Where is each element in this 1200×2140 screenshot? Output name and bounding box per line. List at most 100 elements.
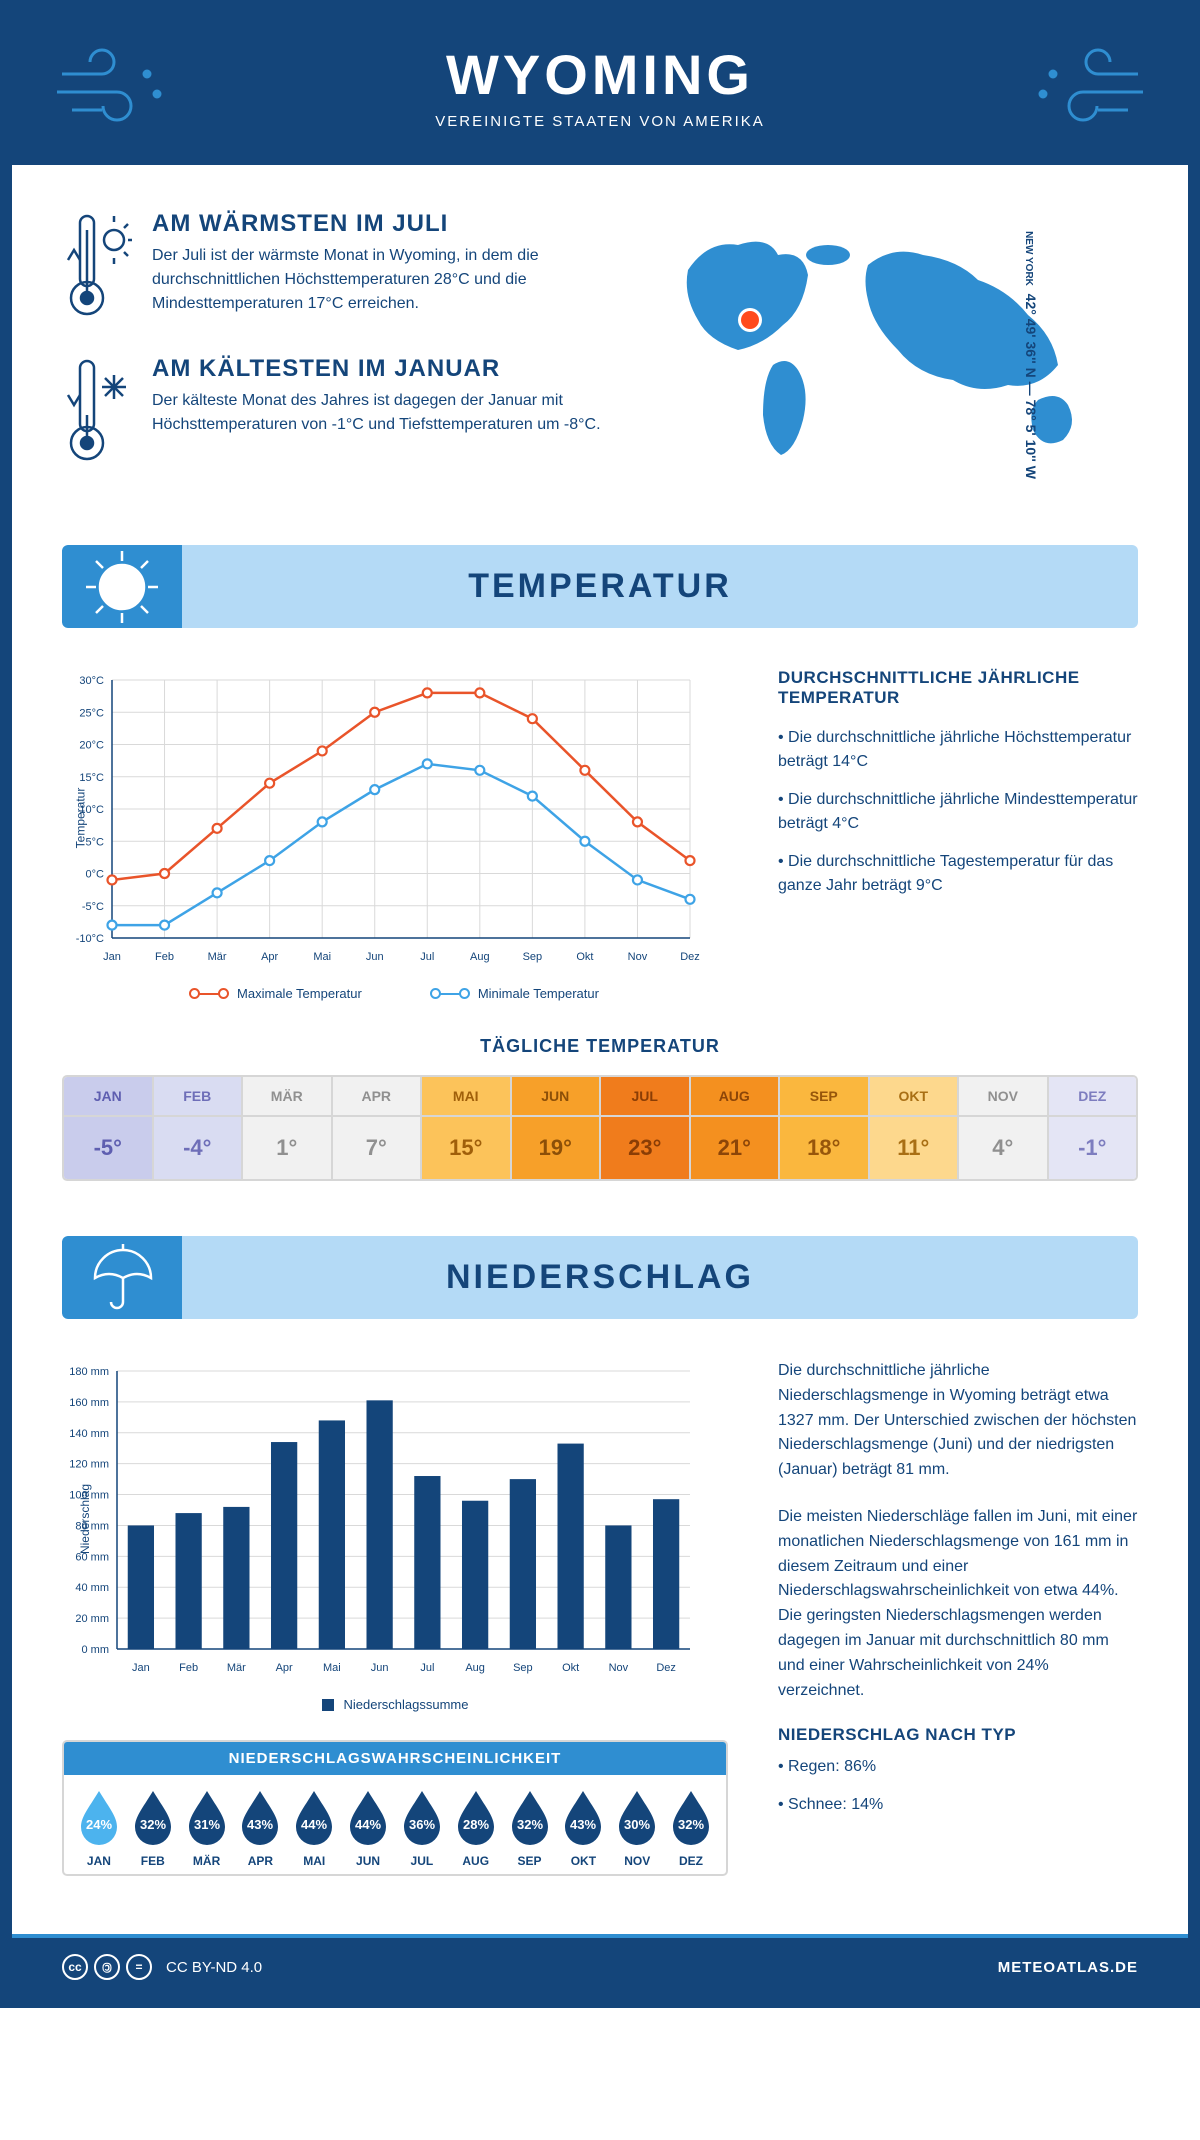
svg-text:28%: 28% [463, 1817, 489, 1832]
svg-text:180 mm: 180 mm [69, 1366, 109, 1378]
svg-text:Dez: Dez [680, 951, 700, 963]
daily-cell: DEZ-1° [1049, 1077, 1137, 1179]
daily-cell: NOV4° [959, 1077, 1049, 1179]
daily-cell: FEB-4° [154, 1077, 244, 1179]
svg-text:Aug: Aug [465, 1662, 485, 1674]
warmest-block: AM WÄRMSTEN IM JULI Der Juli ist der wär… [62, 210, 608, 325]
warmest-title: AM WÄRMSTEN IM JULI [152, 210, 608, 238]
probability-table: NIEDERSCHLAGSWAHRSCHEINLICHKEIT 24%JAN32… [62, 1740, 728, 1876]
svg-text:160 mm: 160 mm [69, 1397, 109, 1409]
prob-cell: 43%APR [233, 1787, 287, 1868]
svg-text:32%: 32% [140, 1817, 166, 1832]
svg-text:Feb: Feb [179, 1662, 198, 1674]
svg-text:25°C: 25°C [79, 707, 104, 719]
svg-text:40 mm: 40 mm [75, 1582, 109, 1594]
temp-bullet: • Die durchschnittliche Tagestemperatur … [778, 850, 1138, 898]
daily-cell: OKT11° [870, 1077, 960, 1179]
precip-text-2: Die meisten Niederschläge fallen im Juni… [778, 1505, 1138, 1703]
svg-text:Apr: Apr [261, 951, 278, 963]
svg-text:Mai: Mai [323, 1662, 341, 1674]
wind-icon [52, 44, 172, 134]
prob-cell: 32%FEB [126, 1787, 180, 1868]
legend-max: Maximale Temperatur [191, 986, 362, 1001]
daily-cell: AUG21° [691, 1077, 781, 1179]
svg-text:Jul: Jul [420, 1662, 434, 1674]
svg-text:Mär: Mär [208, 951, 227, 963]
temp-side-title: DURCHSCHNITTLICHE JÄHRLICHE TEMPERATUR [778, 668, 1138, 708]
prob-cell: 24%JAN [72, 1787, 126, 1868]
prob-cell: 44%MAI [287, 1787, 341, 1868]
prob-cell: 32%DEZ [664, 1787, 718, 1868]
footer: cc🄯= CC BY-ND 4.0 METEOATLAS.DE [12, 1938, 1188, 1996]
svg-text:Dez: Dez [656, 1662, 676, 1674]
precipitation-chart: Niederschlag 0 mm20 mm40 mm60 mm80 mm100… [62, 1359, 728, 1679]
site-name: METEOATLAS.DE [998, 1959, 1138, 1976]
svg-text:Okt: Okt [576, 951, 593, 963]
svg-text:Jun: Jun [371, 1662, 389, 1674]
daily-temp-table: JAN-5°FEB-4°MÄR1°APR7°MAI15°JUN19°JUL23°… [62, 1075, 1138, 1181]
legend-min: Minimale Temperatur [432, 986, 599, 1001]
cc-icons: cc🄯= [62, 1954, 152, 1980]
umbrella-icon [85, 1240, 160, 1315]
svg-text:20°C: 20°C [79, 740, 104, 752]
svg-text:Jul: Jul [420, 951, 434, 963]
svg-text:30°C: 30°C [79, 675, 104, 687]
svg-text:Jun: Jun [366, 951, 384, 963]
precip-type-bullet: • Schnee: 14% [778, 1793, 1138, 1817]
coldest-block: AM KÄLTESTEN IM JANUAR Der kälteste Mona… [62, 355, 608, 470]
prob-cell: 31%MÄR [180, 1787, 234, 1868]
svg-text:44%: 44% [301, 1817, 327, 1832]
svg-text:Jan: Jan [103, 951, 121, 963]
license-text: CC BY-ND 4.0 [166, 1959, 262, 1976]
daily-cell: APR7° [333, 1077, 423, 1179]
coordinates: NEW YORK 42° 49' 36'' N — 78° 5' 10'' W [1023, 231, 1039, 479]
thermometer-hot-icon [62, 210, 132, 320]
world-map-svg [658, 210, 1138, 470]
page-title: WYOMING [32, 42, 1168, 107]
precipitation-banner: NIEDERSCHLAG [62, 1236, 1138, 1319]
header: WYOMING VEREINIGTE STAATEN VON AMERIKA [12, 12, 1188, 165]
svg-text:0°C: 0°C [86, 869, 105, 881]
coldest-text: Der kälteste Monat des Jahres ist dagege… [152, 389, 608, 437]
warmest-text: Der Juli ist der wärmste Monat in Wyomin… [152, 244, 608, 316]
svg-text:Okt: Okt [562, 1662, 579, 1674]
wind-icon [1028, 44, 1148, 134]
svg-text:0 mm: 0 mm [82, 1644, 110, 1656]
svg-text:43%: 43% [570, 1817, 596, 1832]
thermometer-cold-icon [62, 355, 132, 465]
temperature-chart: Temperatur -10°C-5°C0°C5°C10°C15°C20°C25… [62, 668, 728, 968]
svg-text:Feb: Feb [155, 951, 174, 963]
svg-text:Sep: Sep [513, 1662, 533, 1674]
daily-cell: MAI15° [422, 1077, 512, 1179]
temperature-banner: TEMPERATUR [62, 545, 1138, 628]
temp-bullet: • Die durchschnittliche jährliche Höchst… [778, 726, 1138, 774]
prob-cell: 44%JUN [341, 1787, 395, 1868]
sun-icon [82, 547, 162, 627]
page-subtitle: VEREINIGTE STAATEN VON AMERIKA [32, 113, 1168, 130]
daily-cell: SEP18° [780, 1077, 870, 1179]
svg-text:-10°C: -10°C [76, 933, 104, 945]
precip-type-title: NIEDERSCHLAG NACH TYP [778, 1725, 1138, 1745]
svg-text:30%: 30% [624, 1817, 650, 1832]
svg-text:Sep: Sep [523, 951, 543, 963]
svg-text:20 mm: 20 mm [75, 1613, 109, 1625]
legend-precip: Niederschlagssumme [322, 1697, 469, 1712]
svg-text:44%: 44% [355, 1817, 381, 1832]
svg-text:32%: 32% [678, 1817, 704, 1832]
daily-cell: MÄR1° [243, 1077, 333, 1179]
coldest-title: AM KÄLTESTEN IM JANUAR [152, 355, 608, 383]
prob-cell: 30%NOV [610, 1787, 664, 1868]
svg-text:Mär: Mär [227, 1662, 246, 1674]
svg-text:15°C: 15°C [79, 772, 104, 784]
precip-type-bullet: • Regen: 86% [778, 1755, 1138, 1779]
svg-text:-5°C: -5°C [82, 901, 104, 913]
svg-text:Aug: Aug [470, 951, 490, 963]
svg-text:32%: 32% [517, 1817, 543, 1832]
world-map: NEW YORK 42° 49' 36'' N — 78° 5' 10'' W [658, 210, 1138, 500]
daily-cell: JAN-5° [64, 1077, 154, 1179]
prob-cell: 32%SEP [503, 1787, 557, 1868]
svg-text:Nov: Nov [609, 1662, 629, 1674]
svg-text:31%: 31% [194, 1817, 220, 1832]
svg-text:36%: 36% [409, 1817, 435, 1832]
svg-text:Mai: Mai [313, 951, 331, 963]
